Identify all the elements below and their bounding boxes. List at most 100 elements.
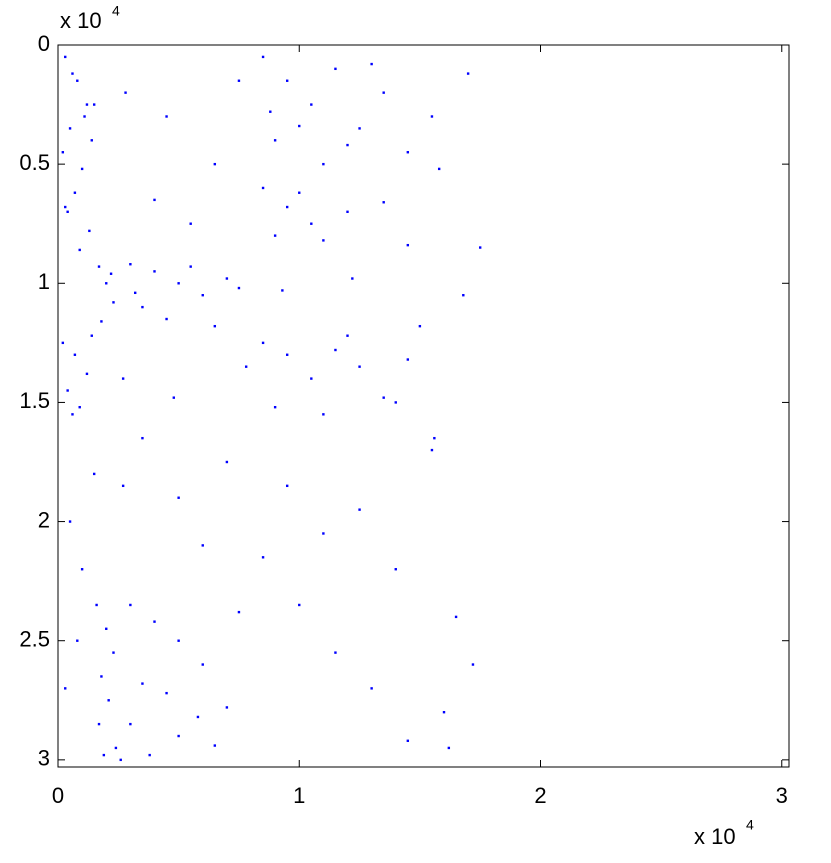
point: [76, 79, 79, 82]
point: [346, 143, 349, 147]
y-tick-label: 1: [38, 269, 50, 294]
point: [334, 651, 337, 654]
y-tick-label: 1.5: [19, 388, 50, 413]
point: [406, 243, 410, 247]
point: [201, 663, 204, 666]
point: [165, 317, 168, 321]
point: [100, 675, 103, 678]
point: [394, 568, 397, 571]
point: [334, 348, 337, 352]
point: [78, 405, 81, 409]
point: [129, 603, 132, 607]
y-exponent: 4: [112, 3, 120, 19]
point: [394, 401, 397, 404]
point: [71, 72, 74, 75]
point: [346, 334, 349, 337]
point: [121, 377, 125, 380]
point: [466, 72, 470, 75]
point: [61, 151, 65, 154]
point: [213, 324, 217, 328]
point: [322, 162, 325, 166]
point: [285, 205, 289, 209]
point: [310, 222, 313, 225]
point: [201, 293, 204, 297]
point: [141, 682, 144, 685]
point: [97, 265, 101, 268]
point: [105, 627, 108, 630]
point: [80, 167, 84, 171]
point: [261, 186, 265, 190]
point: [298, 124, 301, 128]
point: [310, 377, 313, 380]
point: [141, 305, 144, 309]
point: [285, 79, 289, 82]
point: [382, 91, 385, 94]
point: [80, 568, 84, 571]
y-tick-label: 0.5: [19, 150, 50, 175]
point: [358, 127, 361, 130]
plot-frame: [57, 44, 790, 768]
point: [273, 139, 277, 142]
point: [76, 639, 79, 642]
point: [273, 234, 277, 237]
point: [172, 396, 176, 399]
point: [112, 301, 115, 304]
point: [88, 229, 91, 233]
point: [165, 691, 168, 695]
point: [68, 520, 72, 523]
point: [114, 746, 118, 750]
y-tick-label: 3: [38, 746, 50, 771]
point: [153, 620, 156, 623]
point: [346, 210, 349, 213]
point: [189, 265, 192, 268]
point: [237, 79, 241, 82]
point: [261, 341, 265, 345]
point: [119, 758, 122, 762]
point: [370, 62, 373, 66]
point: [64, 55, 67, 59]
point: [85, 372, 89, 376]
point: [225, 460, 229, 464]
point: [201, 544, 204, 547]
point: [85, 103, 89, 106]
point: [71, 413, 74, 416]
point: [105, 282, 108, 285]
point: [73, 191, 77, 194]
point: [406, 151, 410, 154]
point: [134, 291, 137, 295]
point: [382, 396, 385, 399]
point: [78, 248, 81, 252]
point: [92, 472, 96, 476]
y-tick-label: 2: [38, 507, 50, 532]
y-tick-label: 0: [38, 31, 50, 56]
point: [406, 358, 410, 361]
point: [148, 753, 151, 757]
point: [177, 282, 180, 285]
x-tick-label: 3: [776, 783, 788, 808]
point: [66, 210, 69, 213]
point: [322, 413, 325, 416]
point: [442, 710, 446, 714]
point: [83, 115, 86, 118]
point: [370, 687, 373, 690]
point: [298, 191, 301, 194]
point: [124, 91, 127, 94]
point: [92, 103, 96, 106]
point: [153, 198, 156, 202]
point: [112, 651, 115, 654]
point: [121, 484, 125, 488]
point: [177, 734, 180, 738]
point: [225, 277, 229, 280]
point: [107, 699, 110, 702]
point: [433, 436, 436, 440]
point: [225, 706, 229, 709]
point: [310, 103, 313, 106]
point: [281, 289, 284, 292]
x-tick-label: 0: [52, 783, 64, 808]
point: [237, 286, 241, 290]
point: [129, 722, 132, 726]
point: [153, 270, 156, 273]
point: [61, 341, 65, 345]
point: [68, 127, 72, 130]
point: [90, 334, 93, 337]
